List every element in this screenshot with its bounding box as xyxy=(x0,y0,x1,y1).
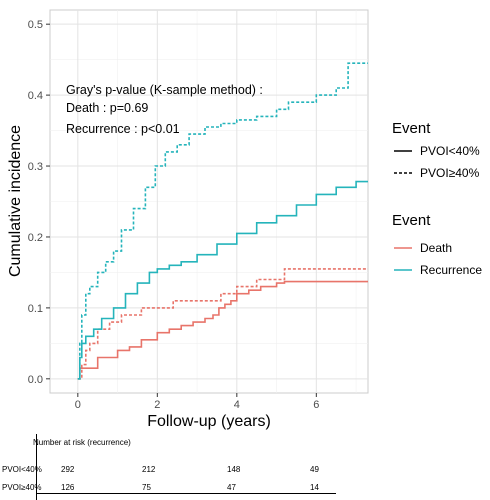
risk-value: 126 xyxy=(61,483,75,492)
y-axis-ticks: 0.0 0.1 0.2 0.3 0.4 0.5 xyxy=(28,19,50,386)
legend-color-title: Event xyxy=(392,212,431,229)
legend-color: Event Death Recurrence xyxy=(392,212,482,277)
y-tick-label: 0.5 xyxy=(28,19,43,31)
y-axis-title: Cumulative incidence xyxy=(7,125,24,277)
risk-table-title: Number at risk (recurrence) xyxy=(33,438,131,447)
legend-solid-label: PVOI<40% xyxy=(420,144,480,158)
risk-table-horizontal-rule xyxy=(36,493,336,494)
legend-linetype-title: Event xyxy=(392,120,431,137)
risk-value: 49 xyxy=(310,465,319,474)
risk-row-label: PVOI<40% xyxy=(2,465,42,474)
y-tick-label: 0.1 xyxy=(28,303,43,315)
risk-table-vertical-rule xyxy=(36,434,37,500)
legend-linetype: Event PVOI<40% PVOI≥40% xyxy=(392,120,480,180)
y-tick-label: 0.0 xyxy=(28,374,43,386)
y-tick-label: 0.4 xyxy=(28,90,43,102)
x-tick-label: 2 xyxy=(154,399,160,411)
x-axis-title: Follow-up (years) xyxy=(147,413,271,430)
y-tick-label: 0.2 xyxy=(28,232,43,244)
legend-death-label: Death xyxy=(420,241,452,255)
risk-row-label: PVOI≥40% xyxy=(2,483,42,492)
series-death-pvoi-high xyxy=(77,268,368,380)
y-tick-label: 0.3 xyxy=(28,161,43,173)
risk-table-row: PVOI≥40% 126 75 47 14 xyxy=(0,483,340,497)
x-tick-label: 0 xyxy=(75,399,81,411)
risk-value: 75 xyxy=(142,483,151,492)
annotation-line-1: Gray's p-value (K-sample method) : xyxy=(66,83,263,97)
cumulative-incidence-chart: 0 2 4 6 0.0 0.1 0.2 0.3 0.4 0.5 Follow-up (years… xyxy=(7,9,482,430)
series-recurrence-pvoi-low xyxy=(77,180,368,380)
minor-grid xyxy=(50,10,368,393)
series-layer xyxy=(77,62,368,380)
x-tick-label: 4 xyxy=(234,399,240,411)
risk-value: 212 xyxy=(142,465,156,474)
major-grid xyxy=(50,10,368,393)
x-tick-label: 6 xyxy=(313,399,319,411)
risk-table-row: PVOI<40% 292 212 148 49 xyxy=(0,465,340,479)
risk-value: 47 xyxy=(227,483,236,492)
risk-value: 14 xyxy=(310,483,319,492)
series-death-pvoi-low xyxy=(77,280,368,380)
x-axis-ticks: 0 2 4 6 xyxy=(75,393,319,411)
series-recurrence-pvoi-high xyxy=(77,62,368,380)
annotation-line-3: Recurrence : p<0.01 xyxy=(66,122,180,136)
risk-table: Number at risk (recurrence) PVOI<40% 292… xyxy=(0,434,340,500)
risk-value: 292 xyxy=(61,465,75,474)
legend-dashed-label: PVOI≥40% xyxy=(420,166,480,180)
risk-value: 148 xyxy=(227,465,241,474)
annotation-line-2: Death : p=0.69 xyxy=(66,101,148,115)
legend-recurrence-label: Recurrence xyxy=(420,263,482,277)
